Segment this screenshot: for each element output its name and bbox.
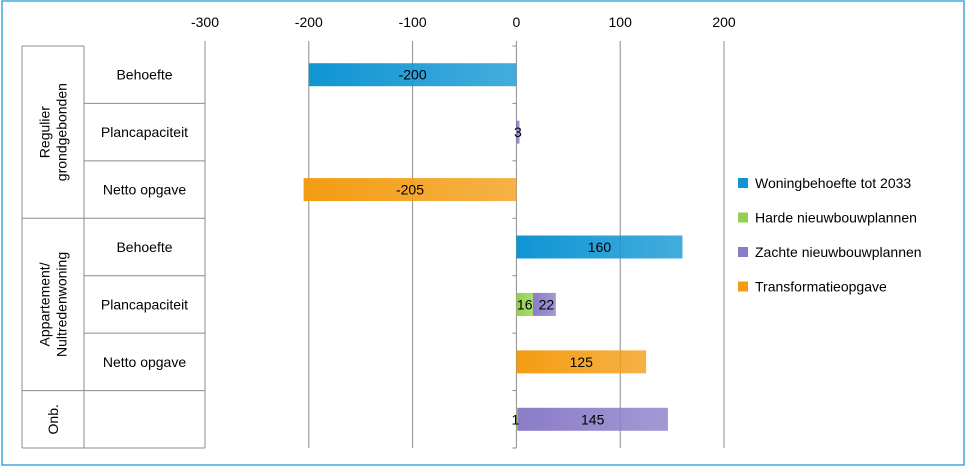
legend-swatch	[738, 247, 748, 257]
data-label: 145	[581, 411, 605, 427]
bar-harde-nieuwbouwplannen	[516, 292, 534, 316]
legend-label: Woningbehoefte tot 2033	[755, 175, 911, 191]
data-label: 16	[517, 296, 533, 312]
category-label: Behoefte	[116, 67, 172, 83]
x-tick-label: -100	[399, 14, 427, 30]
legend-swatch	[738, 281, 748, 292]
group-label-line: Regulier	[37, 106, 53, 158]
bar-zachte-nieuwbouwplannen	[533, 292, 556, 316]
x-tick-label: -200	[295, 14, 323, 30]
bar-zachte-nieuwbouwplannen	[517, 407, 668, 431]
x-axis-tick-labels: -300 -200 -100 0 100 200	[191, 14, 736, 30]
group-label: Reguliergrondgebonden	[37, 83, 70, 181]
legend-swatch	[738, 178, 748, 188]
group-label-line: Nultredenwoning	[54, 252, 70, 357]
legend-label: Harde nieuwbouwplannen	[755, 210, 917, 226]
legend: Woningbehoefte tot 2033 Harde nieuwbouwpl…	[738, 175, 922, 295]
group-label-line: Appartement/	[37, 262, 53, 346]
x-tick-label: -300	[191, 14, 219, 30]
bar-zachte-nieuwbouwplannen	[516, 120, 520, 144]
legend-label: Zachte nieuwbouwplannen	[755, 244, 922, 260]
category-label: Behoefte	[116, 239, 172, 255]
bar-harde-nieuwbouwplannen	[516, 407, 518, 431]
category-label: Netto opgave	[103, 354, 186, 370]
legend-swatch	[738, 212, 748, 223]
bar-transformatieopgave	[516, 350, 647, 374]
data-label: -205	[396, 182, 424, 198]
data-label: 125	[570, 354, 594, 370]
data-label: 3	[514, 124, 522, 140]
bar-woningbehoefte-tot-2033	[308, 63, 517, 87]
x-tick-label: 0	[513, 14, 521, 30]
legend-label: Transformatieopgave	[755, 279, 887, 295]
bar-woningbehoefte-tot-2033	[516, 235, 683, 259]
bars	[303, 63, 683, 431]
category-label: Plancapaciteit	[101, 124, 188, 140]
x-tick-label: 100	[609, 14, 633, 30]
bar-transformatieopgave	[303, 178, 517, 202]
group-label: Onb.	[45, 404, 61, 434]
x-tick-label: 200	[712, 14, 736, 30]
group-label: Appartement/Nultredenwoning	[37, 252, 70, 357]
category-axis: Behoefte Plancapaciteit Netto opgave Behoef…	[21, 45, 517, 449]
data-labels: -200 3 -205 160 16 22 125 1 145	[396, 67, 611, 428]
category-label: Plancapaciteit	[101, 296, 188, 312]
category-label: Netto opgave	[103, 182, 186, 198]
data-label: 160	[588, 239, 612, 255]
group-label-line: Onb.	[45, 404, 61, 434]
data-label: 22	[539, 296, 555, 312]
data-label: 1	[512, 411, 520, 427]
data-label: -200	[399, 67, 427, 83]
group-label-line: grondgebonden	[54, 83, 70, 181]
